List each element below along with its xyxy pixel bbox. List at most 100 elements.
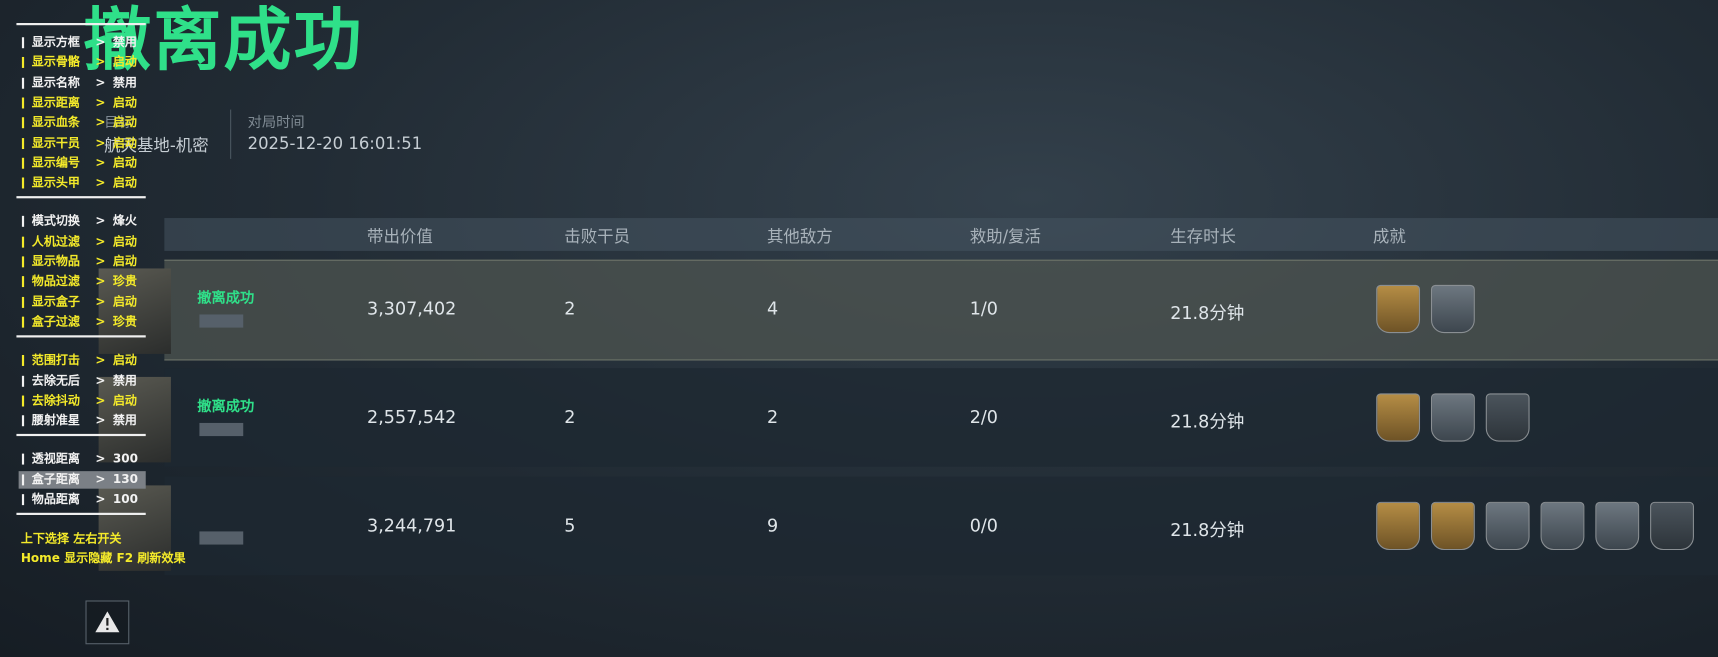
info-value: 航天基地-机密 (104, 135, 209, 156)
menu-label: 去除无后 (31, 373, 80, 388)
menu-item[interactable]: 显示血条 > 启动 (19, 114, 146, 132)
menu-value: 启动 (112, 135, 137, 150)
menu-separator: > (95, 35, 106, 50)
menu-value: 禁用 (112, 75, 137, 90)
avatar (98, 268, 171, 354)
menu-bullet (21, 157, 25, 169)
achievement-badge (1485, 501, 1530, 551)
achievement-badge (1430, 393, 1475, 442)
menu-bullet (21, 137, 25, 149)
menu-bullet (21, 375, 25, 387)
achievement-badge (1376, 284, 1421, 334)
menu-line (16, 196, 146, 199)
title: 撤离成功 (83, 0, 364, 80)
menu-item[interactable]: 显示距离 > 启动 (19, 94, 146, 112)
menu-value: 珍贵 (112, 274, 137, 289)
cell: 0/0 (969, 514, 998, 536)
menu-bullet (21, 57, 25, 69)
menu-item[interactable]: 盒子距离 >130 (18, 470, 146, 489)
menu-item[interactable]: 显示干员 > 启动 (19, 134, 146, 152)
menu-line (16, 513, 146, 516)
warning-button[interactable] (85, 600, 130, 645)
menu-label: 模式切换 (31, 214, 80, 229)
menu-label: 显示头甲 (31, 175, 80, 190)
menu-item[interactable]: 显示物品 > 启动 (19, 253, 146, 271)
menu-bullet (21, 256, 25, 268)
menu-label: 显示血条 (31, 115, 80, 130)
avatar (98, 376, 171, 463)
menu-item[interactable]: 去除无后 > 禁用 (19, 372, 146, 390)
menu-item[interactable]: 去除抖动 > 启动 (19, 392, 146, 410)
menu-bullet (21, 454, 25, 466)
avatar (98, 485, 171, 571)
cell: 3,244,791 (367, 514, 457, 536)
menu-item[interactable]: 范围打击 > 启动 (19, 352, 146, 370)
menu-item[interactable]: 腰射准星 > 禁用 (19, 412, 146, 430)
menu-value: 禁用 (112, 413, 137, 428)
menu-bullet (21, 316, 25, 328)
warning-icon (95, 611, 120, 633)
achievement-badge (1430, 501, 1475, 551)
menu-label: 去除抖动 (31, 393, 80, 408)
menu-label: 显示骨骼 (31, 55, 80, 70)
cell: 21.8分钟 (1170, 302, 1245, 324)
menu-bullet (21, 177, 25, 189)
achievement-badge (1540, 501, 1585, 551)
cell: 2 (564, 406, 576, 428)
menu-label: 显示干员 (31, 135, 80, 150)
menu-item[interactable]: 显示名称 > 禁用 (19, 74, 146, 92)
menu-separator: > (95, 393, 106, 408)
menu-item[interactable]: 显示骨骼 > 启动 (19, 54, 146, 72)
menu-label: 腰射准星 (31, 413, 80, 428)
achievement-badge (1430, 284, 1475, 334)
menu-bullet (21, 474, 25, 486)
cell: 5 (564, 514, 576, 536)
menu-item[interactable]: 显示编号 > 启动 (19, 154, 146, 172)
menu-item[interactable]: 显示盒子 > 启动 (19, 293, 146, 311)
menu-label: 显示物品 (31, 254, 80, 269)
menu-separator: > (95, 254, 106, 269)
player-name-censored (199, 531, 244, 545)
cell: 21.8分钟 (1170, 519, 1245, 541)
menu-separator: > (95, 175, 106, 190)
menu-item[interactable]: 盒子过滤 > 珍贵 (19, 313, 146, 331)
menu-item[interactable]: 显示头甲 > 启动 (19, 174, 146, 192)
menu-value: 启动 (112, 95, 137, 110)
menu-label: 范围打击 (31, 353, 80, 368)
menu-value: 启动 (112, 175, 137, 190)
column-header: 生存时长 (1170, 226, 1236, 247)
achievement-badge (1376, 501, 1421, 551)
menu-bullet (21, 355, 25, 367)
menu-bullet (21, 236, 25, 248)
menu-item[interactable]: 透视距离 >300 (19, 451, 146, 469)
info-label: 目标 (104, 115, 133, 132)
cell: 9 (766, 514, 779, 536)
column-header: 成就 (1372, 226, 1406, 247)
cell: 2/0 (969, 406, 998, 428)
cell: 2 (564, 298, 576, 319)
cell: 21.8分钟 (1170, 410, 1245, 432)
menu-footer: Home 显示隐藏 F2 刷新效果 (20, 551, 186, 566)
menu-item[interactable]: 显示方框 > 禁用 (19, 34, 146, 52)
menu-label: 物品过滤 (31, 274, 80, 289)
menu-separator: > (95, 294, 106, 309)
menu-value: 300 (112, 451, 139, 467)
menu-value: 启动 (112, 254, 137, 269)
player-name-censored (199, 314, 244, 328)
menu-item[interactable]: 人机过滤 > 启动 (19, 233, 146, 251)
menu-item[interactable]: 物品过滤 > 珍贵 (19, 273, 146, 291)
menu-item[interactable]: 模式切换 > 烽火 (19, 213, 146, 231)
menu-bullet (21, 276, 25, 288)
table-header-bar (164, 218, 1718, 251)
menu-line (16, 23, 146, 26)
info-value: 2025-12-20 16:01:51 (247, 133, 423, 154)
menu-separator: > (95, 55, 106, 70)
menu-label: 盒子过滤 (31, 314, 80, 329)
cell: 4 (766, 298, 779, 319)
menu-value: 启动 (112, 234, 137, 249)
menu-item[interactable]: 物品距离 >100 (19, 491, 146, 509)
menu-value: 启动 (112, 353, 137, 368)
menu-bullet (21, 117, 25, 129)
